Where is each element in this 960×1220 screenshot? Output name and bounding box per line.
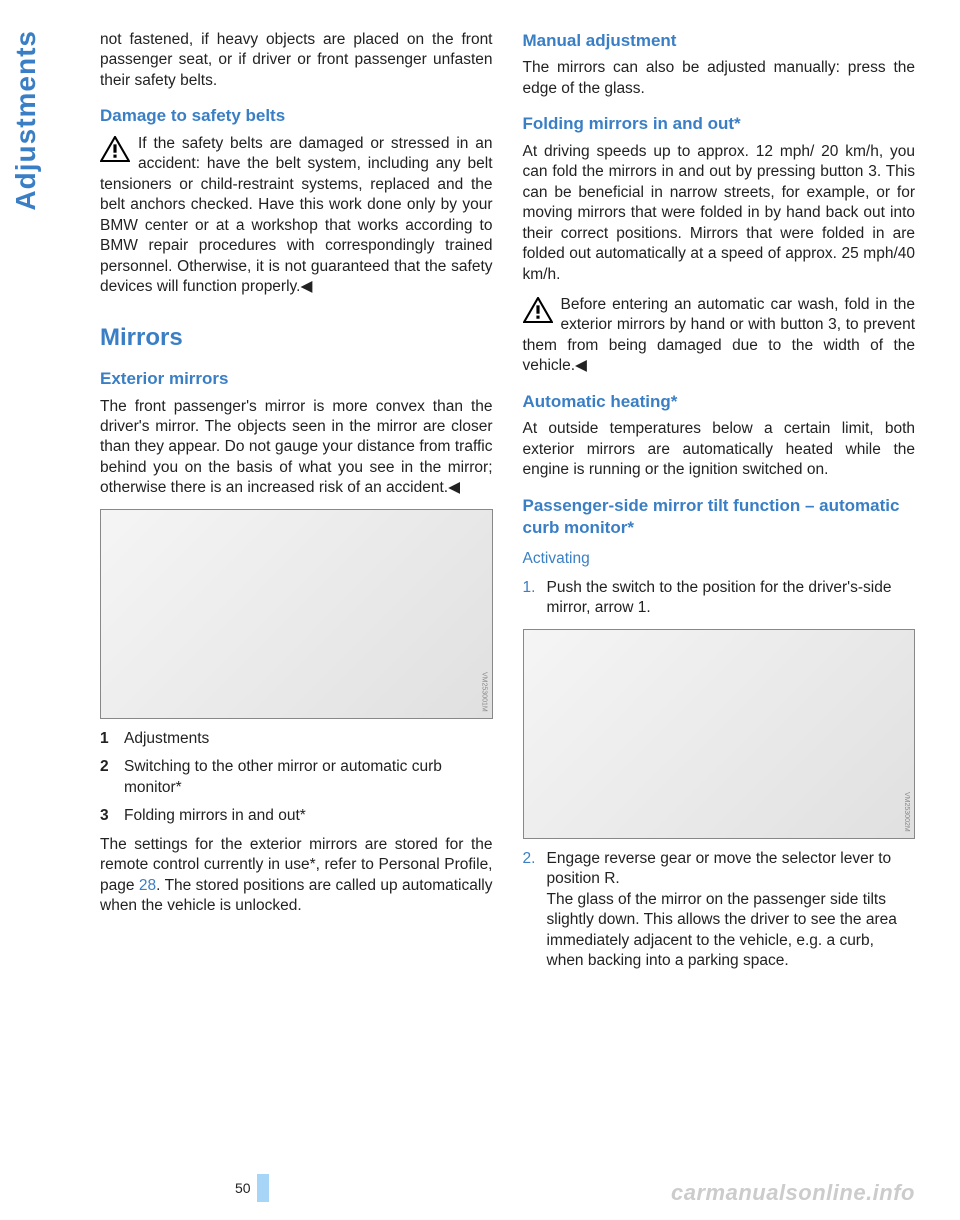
automatic-heating-text: At outside temperatures below a certain …	[523, 419, 916, 480]
exterior-mirrors-text: The front passenger's mirror is more con…	[100, 397, 493, 499]
manual-adjustment-heading: Manual adjustment	[523, 30, 916, 52]
damage-warning-block: If the safety belts are damaged or stres…	[100, 134, 493, 298]
step-num-2: 2.	[523, 849, 547, 972]
folding-text: At driving speeds up to approx. 12 mph/ …	[523, 142, 916, 285]
legend-row: 2 Switching to the other mirror or autom…	[100, 757, 493, 798]
settings-text-2: . The stored positions are called up aut…	[100, 877, 493, 914]
activating-step-1: 1. Push the switch to the position for t…	[523, 578, 916, 619]
activating-step-2: 2. Engage reverse gear or move the selec…	[523, 849, 916, 972]
legend-text: Adjustments	[124, 729, 493, 749]
step-text-2: Engage reverse gear or move the selector…	[547, 849, 916, 972]
damage-heading: Damage to safety belts	[100, 105, 493, 127]
exterior-mirrors-heading: Exterior mirrors	[100, 368, 493, 390]
image-code-2: VM253002M	[902, 792, 911, 832]
mirror-controls-illustration: VM253001M	[100, 509, 493, 719]
mirror-switch-illustration: VM253002M	[523, 629, 916, 839]
page-number: 50	[235, 1180, 251, 1196]
settings-paragraph: The settings for the exterior mirrors ar…	[100, 835, 493, 917]
folding-warning-block: Before entering an automatic car wash, f…	[523, 295, 916, 377]
side-section-label: Adjustments	[10, 30, 42, 211]
damage-warning-text: If the safety belts are damaged or stres…	[100, 135, 493, 295]
step-text-1: Push the switch to the position for the …	[547, 578, 916, 619]
tilt-function-heading: Passenger-side mirror tilt function – au…	[523, 495, 916, 540]
right-column: Manual adjustment The mirrors can also b…	[523, 30, 916, 1130]
legend-text: Switching to the other mirror or automat…	[124, 757, 493, 798]
watermark-text: carmanualsonline.info	[671, 1180, 915, 1206]
legend-row: 1 Adjustments	[100, 729, 493, 749]
intro-paragraph: not fastened, if heavy objects are place…	[100, 30, 493, 91]
legend-row: 3 Folding mirrors in and out*	[100, 806, 493, 826]
folding-warning-text: Before entering an automatic car wash, f…	[523, 296, 916, 374]
legend-num: 1	[100, 729, 124, 749]
content-columns: not fastened, if heavy objects are place…	[100, 30, 915, 1130]
folding-heading: Folding mirrors in and out*	[523, 113, 916, 135]
left-column: not fastened, if heavy objects are place…	[100, 30, 493, 1130]
page-number-bar	[257, 1174, 269, 1202]
warning-triangle-icon	[523, 297, 553, 323]
mirrors-heading: Mirrors	[100, 322, 493, 354]
manual-adjustment-text: The mirrors can also be adjusted manuall…	[523, 58, 916, 99]
image-code-1: VM253001M	[479, 672, 488, 712]
legend-num: 2	[100, 757, 124, 798]
mirror-legend-list: 1 Adjustments 2 Switching to the other m…	[100, 729, 493, 827]
page-link-28[interactable]: 28	[139, 877, 156, 894]
activating-heading: Activating	[523, 549, 916, 569]
automatic-heating-heading: Automatic heating*	[523, 391, 916, 413]
warning-triangle-icon	[100, 136, 130, 162]
legend-num: 3	[100, 806, 124, 826]
legend-text: Folding mirrors in and out*	[124, 806, 493, 826]
step-num-1: 1.	[523, 578, 547, 619]
